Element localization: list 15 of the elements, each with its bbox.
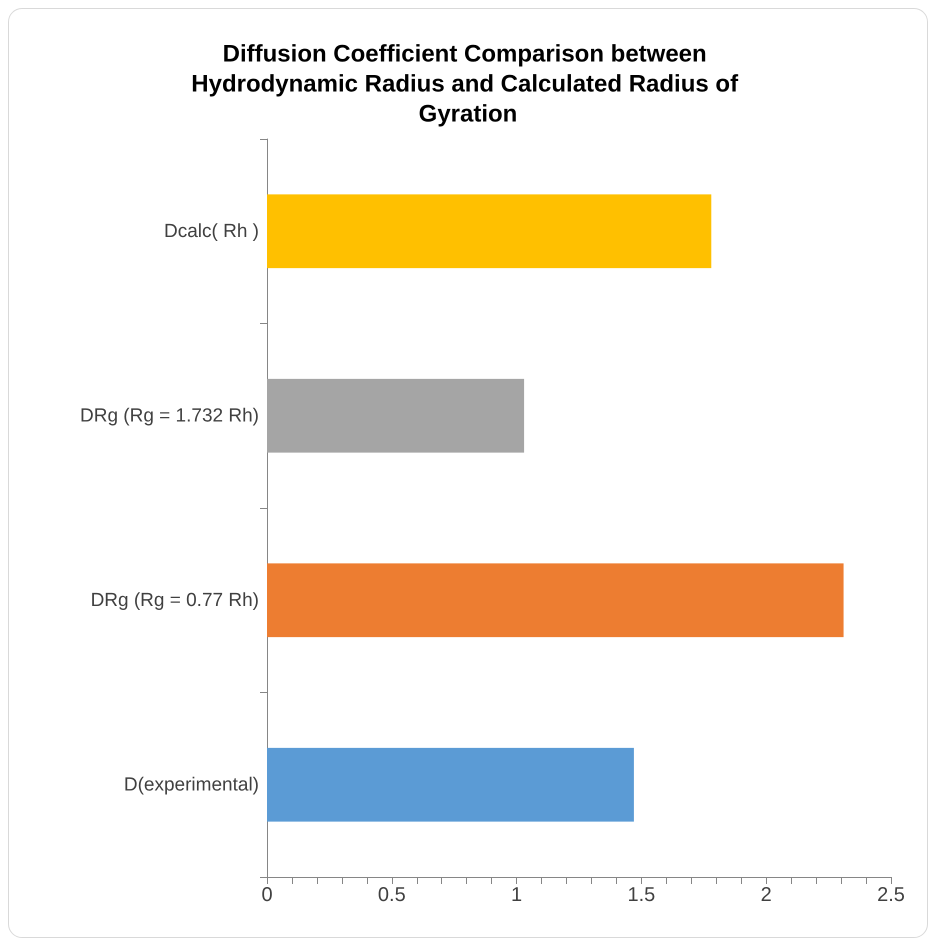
y-tick-label: DRg (Rg = 0.77 Rh) [90, 590, 259, 611]
y-tick-label: Dcalc( Rh ) [164, 220, 259, 242]
x-tick-label: 2 [760, 884, 772, 906]
bar [267, 194, 712, 268]
x-tick-label: 1 [511, 884, 522, 906]
bar [267, 563, 844, 638]
x-tick-label: 0 [261, 884, 273, 906]
x-tick-label: 0.5 [378, 884, 406, 906]
y-tick-label: D(experimental) [124, 774, 259, 796]
x-tick-label: 1.5 [627, 884, 656, 906]
chart-title: Diffusion Coefficient Comparison between Hydrodynamic Radius and Calculated Radius of Gyration [191, 40, 745, 128]
y-tick-label: DRg (Rg = 1.732 Rh) [80, 405, 259, 426]
bar [267, 748, 634, 822]
bar [267, 378, 524, 453]
x-tick-label: 2.5 [877, 884, 905, 906]
